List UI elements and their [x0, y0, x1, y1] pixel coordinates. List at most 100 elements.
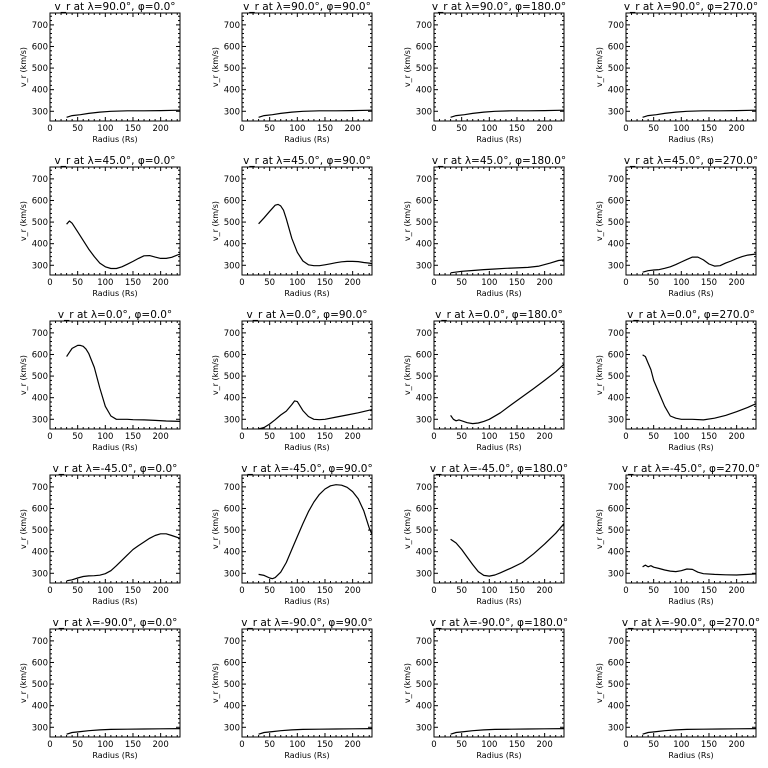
chart-title: v_r at λ=-90.0°, φ=0.0°: [53, 617, 178, 629]
x-tick-label: 200: [537, 740, 553, 750]
x-tick-label: 50: [648, 278, 659, 288]
y-tick-label: 300: [416, 107, 432, 117]
y-tick-label: 600: [32, 504, 48, 514]
x-tick-label: 150: [701, 432, 717, 442]
x-tick-label: 0: [47, 740, 52, 750]
x-tick-label: 100: [289, 124, 305, 134]
x-tick-label: 100: [673, 124, 689, 134]
y-tick-label: 700: [608, 637, 624, 647]
x-tick-label: 150: [317, 432, 333, 442]
x-tick-label: 150: [317, 586, 333, 596]
x-tick-label: 150: [125, 278, 141, 288]
x-tick-label: 50: [264, 278, 275, 288]
x-tick-label: 100: [289, 586, 305, 596]
series-line: [66, 344, 181, 422]
y-tick-label: 500: [416, 64, 432, 74]
x-tick-label: 200: [153, 124, 169, 134]
chart-title: v_r at λ=-45.0°, φ=0.0°: [53, 463, 178, 475]
series-line: [66, 728, 181, 735]
chart-title: v_r at λ=90.0°, φ=90.0°: [243, 1, 371, 13]
x-tick-label: 50: [264, 586, 275, 596]
chart-title: v_r at λ=-90.0°, φ=180.0°: [430, 617, 568, 629]
plot-frame: [433, 474, 565, 584]
y-tick-label: 700: [416, 175, 432, 185]
y-axis-label: v_r (km/s): [595, 663, 604, 703]
panel: v_r at λ=-90.0°, φ=0.0° 0 50 100 150 200 300 40…: [19, 617, 181, 760]
chart-title: v_r at λ=90.0°, φ=180.0°: [432, 1, 566, 13]
panel: v_r at λ=0.0°, φ=270.0° 0 50 100 150 200 300 40…: [595, 309, 757, 452]
x-tick-label: 200: [729, 124, 745, 134]
x-tick-label: 100: [481, 278, 497, 288]
x-tick-label: 0: [623, 124, 628, 134]
y-tick-label: 600: [608, 350, 624, 360]
x-tick-label: 50: [72, 124, 83, 134]
x-tick-label: 200: [153, 278, 169, 288]
x-tick-label: 200: [345, 740, 361, 750]
chart-title: v_r at λ=0.0°, φ=180.0°: [435, 309, 563, 321]
x-tick-label: 50: [648, 586, 659, 596]
plot-frame: [433, 12, 565, 122]
y-tick-label: 500: [32, 680, 48, 690]
x-axis-label: Radius (Rs): [284, 289, 329, 298]
x-tick-label: 200: [537, 432, 553, 442]
x-tick-label: 50: [72, 586, 83, 596]
y-tick-label: 600: [32, 196, 48, 206]
y-tick-label: 400: [32, 548, 48, 558]
y-tick-label: 500: [416, 526, 432, 536]
x-tick-label: 200: [729, 740, 745, 750]
y-tick-label: 300: [224, 261, 240, 271]
x-tick-label: 50: [456, 740, 467, 750]
y-tick-label: 500: [416, 680, 432, 690]
x-tick-label: 50: [72, 432, 83, 442]
y-tick-label: 400: [608, 394, 624, 404]
x-tick-label: 100: [97, 740, 113, 750]
y-tick-label: 700: [608, 175, 624, 185]
x-tick-label: 100: [673, 740, 689, 750]
y-axis-label: v_r (km/s): [211, 509, 220, 549]
x-tick-label: 150: [125, 740, 141, 750]
plot-frame: [625, 628, 757, 738]
x-tick-label: 200: [537, 124, 553, 134]
x-tick-label: 150: [509, 278, 525, 288]
y-tick-label: 400: [224, 702, 240, 712]
x-axis-label: Radius (Rs): [284, 751, 329, 760]
x-axis-label: Radius (Rs): [668, 443, 713, 452]
y-tick-label: 500: [224, 526, 240, 536]
x-axis-label: Radius (Rs): [668, 135, 713, 144]
series-line: [66, 220, 181, 270]
x-tick-label: 200: [153, 586, 169, 596]
x-tick-label: 150: [701, 124, 717, 134]
x-tick-label: 100: [97, 432, 113, 442]
y-tick-label: 300: [608, 415, 624, 425]
panel: v_r at λ=90.0°, φ=90.0° 0 50 100 150 200 300 40…: [211, 1, 373, 144]
plot-frame: [241, 12, 373, 122]
y-tick-label: 600: [224, 658, 240, 668]
x-tick-label: 150: [509, 740, 525, 750]
y-tick-label: 300: [608, 107, 624, 117]
x-tick-label: 100: [673, 432, 689, 442]
x-tick-label: 100: [481, 432, 497, 442]
x-tick-label: 100: [97, 278, 113, 288]
y-tick-label: 700: [32, 329, 48, 339]
x-tick-label: 50: [264, 432, 275, 442]
y-tick-label: 300: [608, 261, 624, 271]
panel: v_r at λ=45.0°, φ=270.0° 0 50 100 150 200 300 4…: [595, 155, 758, 298]
series-line: [642, 253, 757, 273]
y-tick-label: 700: [32, 483, 48, 493]
chart-title: v_r at λ=45.0°, φ=90.0°: [243, 155, 371, 167]
y-tick-label: 300: [224, 569, 240, 579]
y-tick-label: 500: [32, 372, 48, 382]
x-axis-label: Radius (Rs): [476, 751, 521, 760]
y-tick-label: 700: [608, 21, 624, 31]
series-line: [258, 400, 373, 430]
y-axis-label: v_r (km/s): [19, 509, 28, 549]
chart-title: v_r at λ=90.0°, φ=0.0°: [55, 1, 176, 13]
x-tick-label: 50: [456, 124, 467, 134]
series-line: [450, 363, 565, 425]
plot-frame: [241, 474, 373, 584]
plot-frame: [241, 166, 373, 276]
y-tick-label: 500: [32, 64, 48, 74]
panel: v_r at λ=-45.0°, φ=180.0° 0 50 100 150 200 300…: [403, 463, 568, 606]
x-axis-label: Radius (Rs): [284, 597, 329, 606]
x-tick-label: 0: [47, 586, 52, 596]
